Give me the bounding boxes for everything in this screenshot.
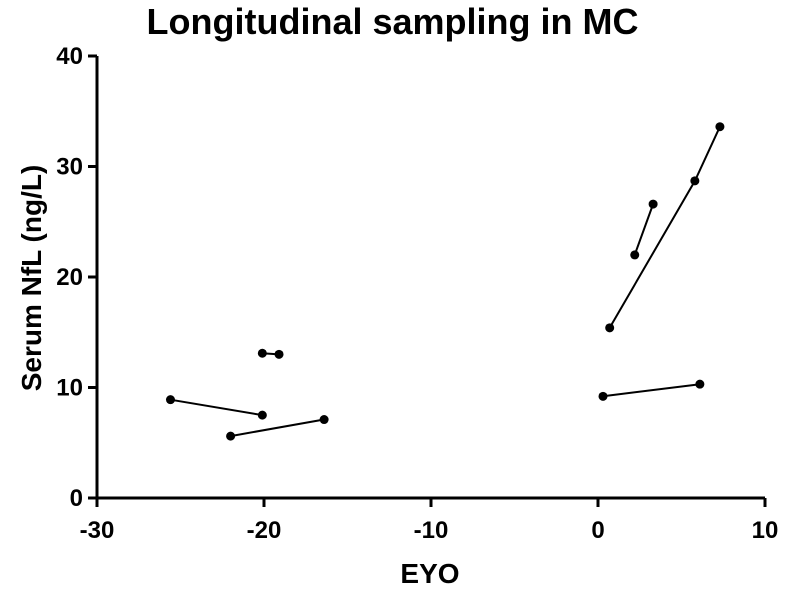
data-point <box>319 415 329 425</box>
x-tick-label: -30 <box>80 517 115 544</box>
data-point <box>695 379 705 389</box>
chart-title: Longitudinal sampling in MC <box>146 1 639 42</box>
x-tick-label: -20 <box>247 517 282 544</box>
data-point <box>274 349 284 359</box>
data-point <box>598 391 608 401</box>
data-point <box>257 348 267 358</box>
x-tick-label: 10 <box>752 517 779 544</box>
y-tick-label: 40 <box>56 43 83 70</box>
series-line-3 <box>230 418 325 438</box>
series-line-4 <box>608 126 721 329</box>
data-point <box>226 431 236 441</box>
data-point <box>605 323 615 333</box>
series-line-5 <box>633 203 655 256</box>
y-tick-label: 10 <box>56 375 83 402</box>
data-point <box>690 176 700 186</box>
data-point <box>715 122 725 132</box>
x-tick-label: -10 <box>414 517 449 544</box>
y-tick-label: 30 <box>56 154 83 181</box>
series-line-6 <box>602 383 701 398</box>
data-point <box>648 199 658 209</box>
data-point <box>630 250 640 260</box>
data-point <box>257 410 267 420</box>
data-point <box>165 395 175 405</box>
y-tick-label: 0 <box>70 485 83 512</box>
x-axis-label: EYO <box>400 558 460 589</box>
series-line-1 <box>170 398 263 417</box>
y-tick-label: 20 <box>56 264 83 291</box>
x-tick-label: 0 <box>591 517 604 544</box>
